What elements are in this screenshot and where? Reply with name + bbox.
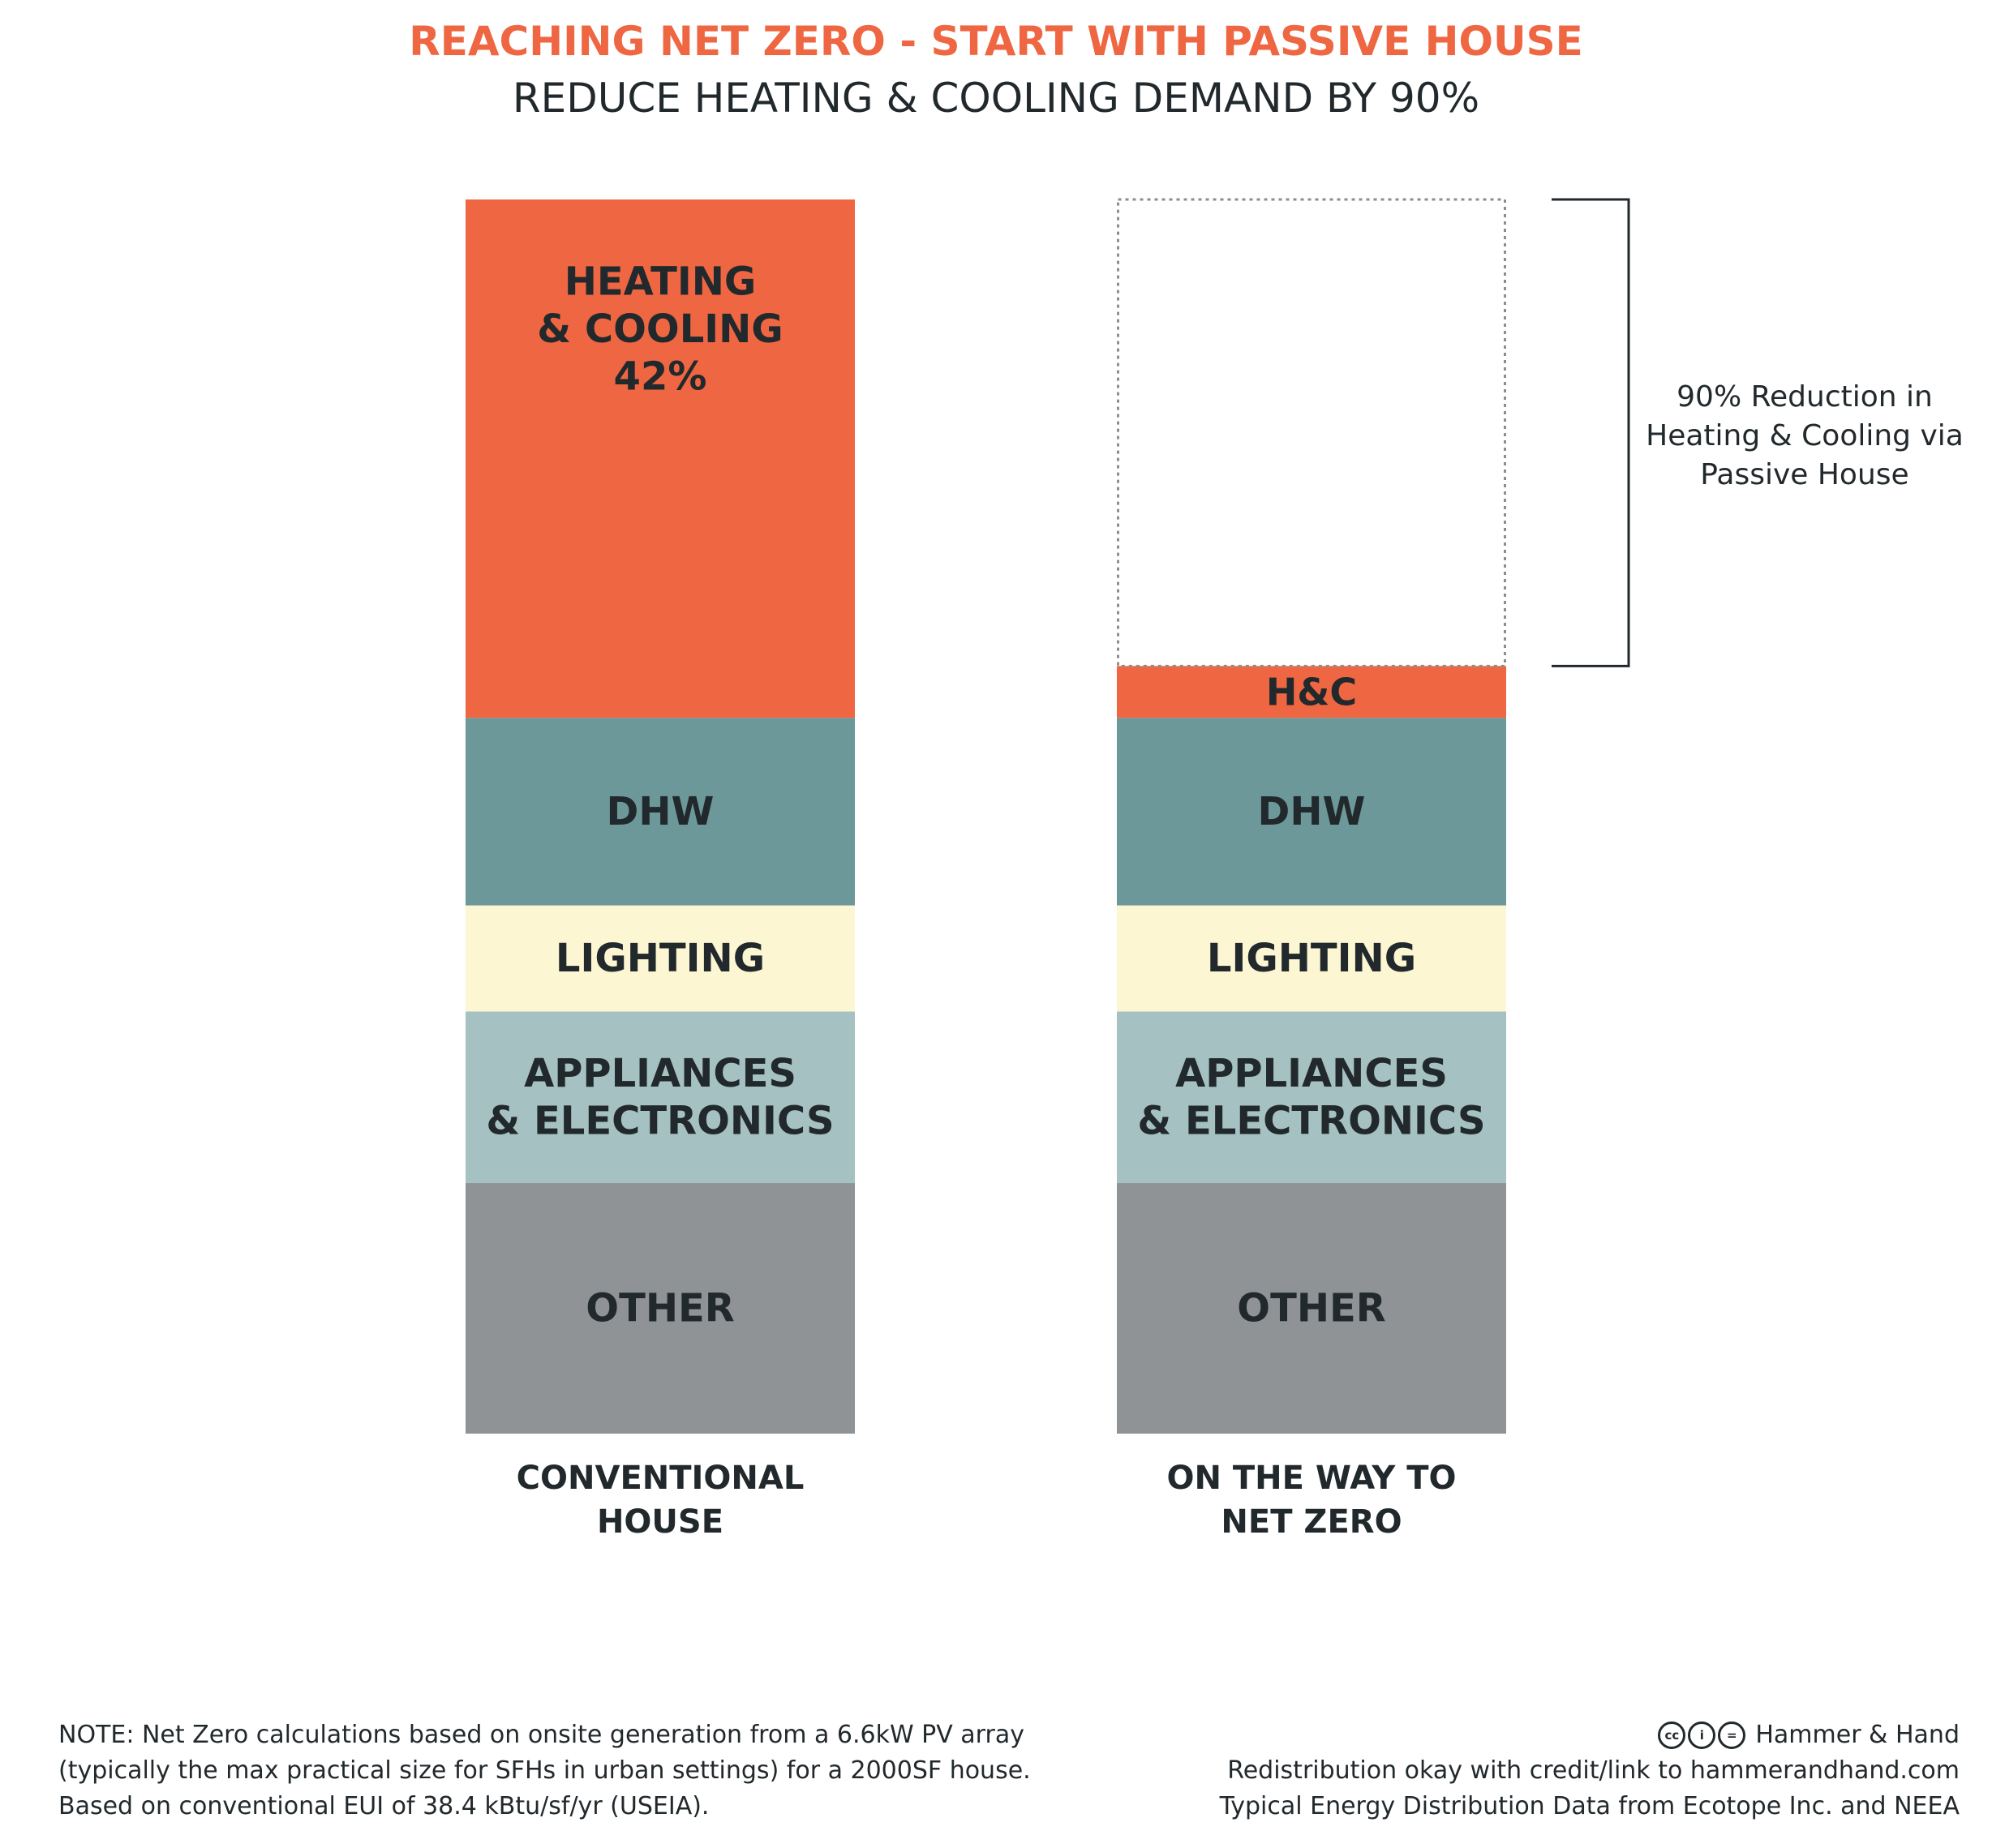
credit-brand-line: cc i = Hammer & Hand — [1220, 1717, 1960, 1753]
bar-segment-lighting — [1117, 905, 1506, 1012]
bar-segment-dhw — [466, 718, 855, 906]
bar-segment-hc — [466, 199, 855, 718]
segment-label-appliances: & ELECTRONICS — [1137, 1099, 1485, 1144]
reduction-annotation-text: Passive House — [1700, 458, 1908, 491]
segment-label-hc: HEATING — [565, 259, 757, 304]
credit-line: Typical Energy Distribution Data from Ec… — [1219, 1792, 1960, 1820]
segment-label-appliances: APPLIANCES — [524, 1051, 796, 1096]
segment-label-lighting: LIGHTING — [1207, 936, 1416, 981]
segment-label-other: OTHER — [1237, 1286, 1385, 1331]
removed-heating-cooling-outline — [1117, 198, 1506, 667]
bar-segment-other — [466, 1183, 855, 1434]
bar-segment-appliances — [1117, 1011, 1506, 1184]
segment-label-hc: H&C — [1266, 670, 1357, 714]
cc-icon: cc — [1658, 1722, 1686, 1749]
footnote-line: Based on conventional EUI of 38.4 kBtu/s… — [58, 1792, 710, 1820]
category-label: ON THE WAY TO — [1166, 1460, 1456, 1497]
bar-segment-appliances — [466, 1011, 855, 1184]
segment-label-hc: & COOLING — [537, 307, 783, 352]
chart-subtitle: REDUCE HEATING & COOLING DEMAND BY 90% — [512, 75, 1480, 122]
bar-segment-dhw — [1117, 718, 1506, 906]
segment-label-appliances: & ELECTRONICS — [486, 1099, 834, 1144]
footnote-line: (typically the max practical size for SF… — [58, 1756, 1031, 1785]
bar-segment-lighting — [466, 905, 855, 1012]
reduction-annotation-text: Heating & Cooling via — [1646, 419, 1964, 452]
segment-label-dhw: DHW — [1258, 789, 1366, 834]
footnote-line: NOTE: Net Zero calculations based on ons… — [58, 1721, 1024, 1749]
segment-label-lighting: LIGHTING — [556, 936, 765, 981]
credit-line: Redistribution okay with credit/link to … — [1227, 1756, 1960, 1785]
attribution-icon: i — [1688, 1722, 1716, 1749]
chart-title: REACHING NET ZERO - START WITH PASSIVE H… — [409, 18, 1583, 65]
category-label: CONVENTIONAL — [517, 1460, 805, 1497]
reduction-annotation-text: 90% Reduction in — [1676, 380, 1933, 414]
segment-label-dhw: DHW — [607, 789, 715, 834]
footnote: NOTE: Net Zero calculations based on ons… — [58, 1717, 1031, 1824]
no-derivatives-icon: = — [1718, 1722, 1746, 1749]
bar-segment-hc — [1117, 666, 1506, 718]
segment-label-other: OTHER — [586, 1286, 734, 1331]
reduction-bracket — [1552, 198, 1630, 667]
category-label: NET ZERO — [1221, 1503, 1402, 1541]
bar-segment-other — [1117, 1183, 1506, 1434]
creative-commons-license: cc i = — [1658, 1722, 1746, 1749]
segment-label-appliances: APPLIANCES — [1175, 1051, 1448, 1096]
credits: cc i = Hammer & Hand Redistribution okay… — [1220, 1717, 1960, 1824]
brand-name: Hammer & Hand — [1755, 1721, 1960, 1749]
category-label: HOUSE — [597, 1503, 723, 1541]
segment-label-hc: 42% — [614, 354, 707, 400]
